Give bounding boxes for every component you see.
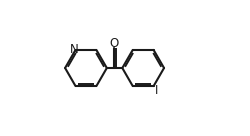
Text: O: O	[109, 37, 118, 50]
Text: N: N	[70, 43, 78, 56]
Text: I: I	[155, 84, 158, 97]
